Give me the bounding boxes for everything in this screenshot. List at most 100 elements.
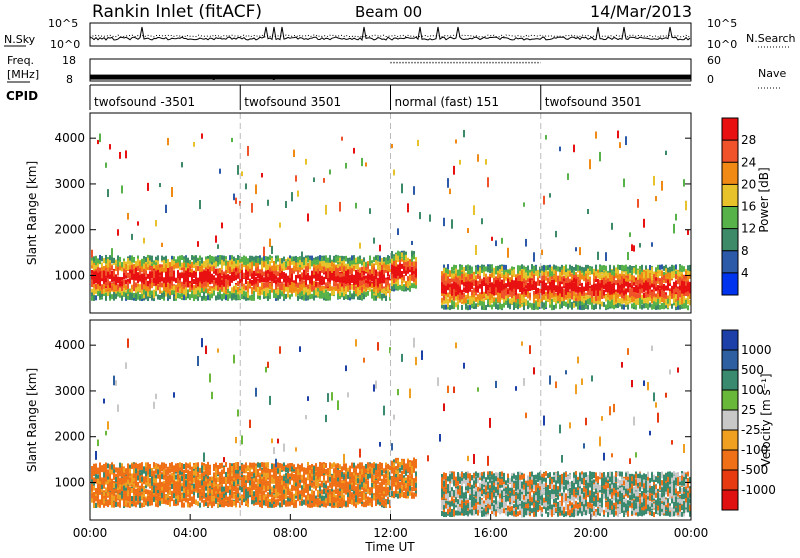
scatter-cell	[511, 299, 513, 304]
scatter-cell	[593, 298, 595, 303]
scatter-cell	[405, 286, 407, 291]
scatter-cell	[593, 291, 595, 296]
scatter-cell	[235, 259, 237, 264]
scatter-cell	[515, 278, 517, 283]
scatter-cell	[509, 285, 511, 290]
scatter-cell	[293, 261, 295, 266]
scatter-cell	[115, 277, 117, 282]
scatter-cell	[281, 271, 283, 276]
scatter-cell	[489, 293, 491, 298]
scatter-cell	[543, 289, 545, 294]
scatter-cell	[385, 291, 387, 296]
scatter-cell	[369, 208, 371, 214]
scatter-cell	[505, 296, 507, 301]
scatter-cell	[445, 268, 447, 273]
scatter-cell	[151, 283, 153, 288]
scatter-cell	[205, 274, 207, 279]
scatter-cell	[263, 292, 265, 297]
scatter-cell	[507, 290, 509, 295]
scatter-cell	[393, 261, 395, 266]
scatter-cell	[535, 289, 537, 294]
scatter-cell	[269, 261, 271, 266]
scatter-cell	[379, 279, 381, 284]
scatter-cell	[213, 291, 215, 296]
scatter-cell	[357, 264, 359, 269]
scatter-cell	[121, 281, 123, 286]
scatter-cell	[579, 247, 581, 255]
scatter-cell	[397, 286, 399, 291]
scatter-cell	[107, 280, 109, 285]
scatter-cell	[125, 285, 127, 290]
scatter-cell	[179, 273, 181, 278]
scatter-cell	[443, 273, 445, 278]
scatter-cell	[403, 275, 405, 280]
scatter-cell	[185, 287, 187, 292]
scatter-cell	[205, 262, 207, 267]
scatter-cell	[267, 265, 269, 270]
scatter-cell	[383, 263, 385, 268]
scatter-cell	[471, 303, 473, 308]
scatter-cell	[545, 301, 547, 306]
scatter-cell	[527, 265, 529, 270]
scatter-cell	[277, 277, 279, 282]
scatter-cell	[317, 292, 319, 297]
scatter-cell	[229, 281, 231, 286]
scatter-cell	[205, 288, 207, 293]
scatter-cell	[481, 282, 483, 287]
scatter-cell	[487, 266, 489, 271]
scatter-cell	[313, 177, 315, 182]
scatter-cell	[263, 277, 265, 282]
scatter-cell	[223, 256, 225, 261]
scatter-cell	[169, 279, 171, 284]
scatter-cell	[101, 256, 103, 261]
scatter-cell	[557, 281, 559, 286]
scatter-cell	[587, 299, 589, 304]
scatter-cell	[411, 251, 413, 256]
scatter-cell	[479, 301, 481, 306]
scatter-cell	[253, 284, 255, 289]
scatter-cell	[199, 255, 201, 260]
scatter-cell	[215, 295, 217, 300]
scatter-cell	[327, 295, 329, 300]
scatter-cell	[357, 277, 359, 282]
scatter-cell	[325, 274, 327, 279]
scatter-cell	[497, 288, 499, 293]
scatter-cell	[207, 259, 209, 264]
scatter-cell	[507, 278, 509, 283]
scatter-cell	[127, 284, 129, 289]
scatter-cell	[333, 281, 335, 286]
scatter-cell	[407, 268, 409, 273]
scatter-cell	[355, 275, 357, 280]
scatter-cell	[277, 271, 279, 276]
scatter-cell	[193, 142, 195, 147]
cpid-label: CPID	[6, 89, 38, 103]
scatter-cell	[143, 258, 145, 263]
scatter-cell	[441, 298, 443, 303]
scatter-cell	[469, 300, 471, 305]
scatter-cell	[477, 295, 479, 300]
scatter-cell	[271, 287, 273, 292]
scatter-cell	[567, 299, 569, 304]
scatter-cell	[117, 266, 119, 271]
scatter-cell	[483, 292, 485, 297]
scatter-cell	[481, 218, 483, 224]
scatter-cell	[373, 287, 375, 292]
scatter-cell	[223, 293, 225, 298]
scatter-cell	[103, 258, 105, 263]
scatter-cell	[153, 293, 155, 298]
scatter-cell	[555, 286, 557, 291]
scatter-cell	[513, 280, 515, 285]
scatter-cell	[447, 178, 449, 188]
scatter-cell	[325, 289, 327, 294]
scatter-cell	[133, 274, 135, 279]
scatter-cell	[197, 266, 199, 271]
scatter-cell	[157, 270, 159, 275]
scatter-cell	[559, 276, 561, 281]
scatter-cell	[563, 270, 565, 275]
scatter-cell	[591, 298, 593, 303]
scatter-cell	[167, 293, 169, 298]
scatter-cell	[269, 255, 271, 260]
scatter-cell	[109, 287, 111, 292]
scatter-cell	[317, 275, 319, 280]
